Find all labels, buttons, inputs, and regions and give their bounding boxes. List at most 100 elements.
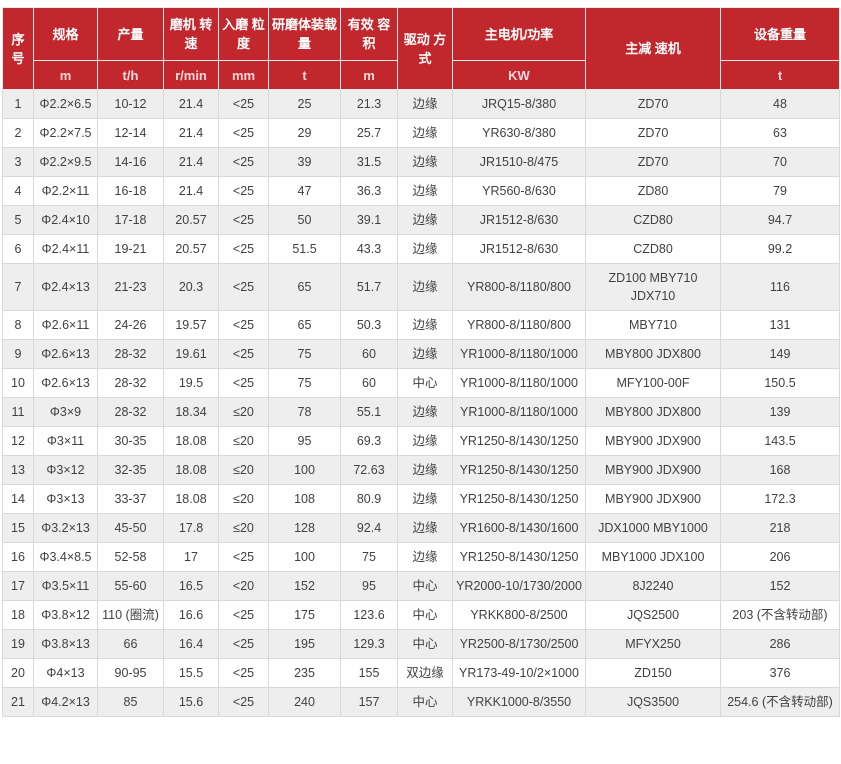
cell-reducer: MBY1000 JDX100 (585, 542, 721, 572)
cell-volume: 72.63 (340, 455, 398, 485)
cell-output: 28-32 (97, 368, 164, 398)
cell-weight: 376 (720, 658, 840, 688)
header-motor: 主电机/功率 (452, 7, 586, 61)
cell-motor: YR1250-8/1430/1250 (452, 455, 586, 485)
cell-drive: 边缘 (397, 310, 453, 340)
cell-weight: 286 (720, 629, 840, 659)
cell-spec: Φ2.2×11 (33, 176, 98, 206)
cell-index: 6 (2, 234, 34, 264)
cell-reducer: MFY100-00F (585, 368, 721, 398)
table-header: 序 号 规格 产量 磨机 转速 入磨 粒度 研磨体装载量 有效 容积 驱动 方式… (2, 7, 840, 90)
cell-media-load: 50 (268, 205, 341, 235)
cell-reducer: MFYX250 (585, 629, 721, 659)
cell-volume: 36.3 (340, 176, 398, 206)
cell-output: 52-58 (97, 542, 164, 572)
cell-weight: 172.3 (720, 484, 840, 514)
cell-drive: 双边缘 (397, 658, 453, 688)
cell-spec: Φ2.4×11 (33, 234, 98, 264)
cell-index: 14 (2, 484, 34, 514)
cell-spec: Φ2.2×7.5 (33, 118, 98, 148)
cell-reducer: ZD70 (585, 147, 721, 177)
header-volume: 有效 容积 (340, 7, 398, 61)
cell-spec: Φ2.6×11 (33, 310, 98, 340)
cell-speed: 16.4 (163, 629, 219, 659)
header-weight: 设备重量 (720, 7, 840, 61)
table-row: 15 Φ3.2×13 45-50 17.8 ≤20 128 92.4 边缘 YR1600-8/1… (2, 513, 840, 543)
table-row: 20 Φ4×13 90-95 15.5 <25 235 155 双边缘 YR173-49-10/… (2, 658, 840, 688)
cell-spec: Φ2.6×13 (33, 368, 98, 398)
cell-motor: JR1510-8/475 (452, 147, 586, 177)
cell-speed: 17 (163, 542, 219, 572)
cell-volume: 50.3 (340, 310, 398, 340)
cell-motor: YR800-8/1180/800 (452, 310, 586, 340)
cell-feed-size: ≤20 (218, 513, 269, 543)
cell-output: 85 (97, 687, 164, 717)
header-spec: 规格 (33, 7, 98, 61)
header-speed-unit: r/min (163, 60, 219, 90)
cell-drive: 边缘 (397, 339, 453, 369)
cell-drive: 边缘 (397, 147, 453, 177)
header-feed-size-unit: mm (218, 60, 269, 90)
table-row: 10 Φ2.6×13 28-32 19.5 <25 75 60 中心 YR1000-8/1180… (2, 368, 840, 398)
cell-media-load: 65 (268, 263, 341, 311)
cell-weight: 150.5 (720, 368, 840, 398)
cell-spec: Φ2.2×9.5 (33, 147, 98, 177)
cell-output: 12-14 (97, 118, 164, 148)
cell-speed: 15.5 (163, 658, 219, 688)
cell-reducer: ZD70 (585, 118, 721, 148)
cell-speed: 21.4 (163, 118, 219, 148)
table-row: 3 Φ2.2×9.5 14-16 21.4 <25 39 31.5 边缘 JR1510-8/47… (2, 147, 840, 177)
header-row-labels: 序 号 规格 产量 磨机 转速 入磨 粒度 研磨体装载量 有效 容积 驱动 方式… (2, 7, 840, 90)
cell-output: 17-18 (97, 205, 164, 235)
cell-media-load: 240 (268, 687, 341, 717)
cell-index: 3 (2, 147, 34, 177)
cell-speed: 21.4 (163, 147, 219, 177)
cell-output: 30-35 (97, 426, 164, 456)
cell-weight: 63 (720, 118, 840, 148)
cell-reducer: CZD80 (585, 205, 721, 235)
cell-spec: Φ3.8×13 (33, 629, 98, 659)
cell-media-load: 152 (268, 571, 341, 601)
cell-output: 55-60 (97, 571, 164, 601)
cell-reducer: MBY900 JDX900 (585, 484, 721, 514)
header-drive: 驱动 方式 (397, 7, 453, 90)
cell-volume: 92.4 (340, 513, 398, 543)
cell-volume: 69.3 (340, 426, 398, 456)
cell-speed: 21.4 (163, 176, 219, 206)
cell-motor: YR560-8/630 (452, 176, 586, 206)
cell-feed-size: <25 (218, 118, 269, 148)
cell-feed-size: ≤20 (218, 426, 269, 456)
header-weight-unit: t (720, 60, 840, 90)
cell-index: 16 (2, 542, 34, 572)
header-output: 产量 (97, 7, 164, 61)
cell-motor: YR1250-8/1430/1250 (452, 542, 586, 572)
cell-media-load: 47 (268, 176, 341, 206)
cell-spec: Φ3×13 (33, 484, 98, 514)
cell-feed-size: <25 (218, 147, 269, 177)
cell-index: 13 (2, 455, 34, 485)
spec-table-body: 1 Φ2.2×6.5 10-12 21.4 <25 25 21.3 边缘 JRQ15-8/380… (2, 89, 840, 717)
cell-volume: 60 (340, 339, 398, 369)
cell-speed: 18.08 (163, 484, 219, 514)
cell-speed: 16.6 (163, 600, 219, 630)
cell-output: 28-32 (97, 397, 164, 427)
cell-weight: 206 (720, 542, 840, 572)
cell-output: 21-23 (97, 263, 164, 311)
cell-weight: 139 (720, 397, 840, 427)
table-row: 4 Φ2.2×11 16-18 21.4 <25 47 36.3 边缘 YR560-8/630 Z… (2, 176, 840, 206)
cell-spec: Φ4×13 (33, 658, 98, 688)
table-row: 21 Φ4.2×13 85 15.6 <25 240 157 中心 YRKK1000-8/355… (2, 687, 840, 717)
cell-reducer: ZD100 MBY710 JDX710 (585, 263, 721, 311)
table-row: 7 Φ2.4×13 21-23 20.3 <25 65 51.7 边缘 YR800-8/1180… (2, 263, 840, 311)
cell-feed-size: <25 (218, 205, 269, 235)
cell-media-load: 100 (268, 455, 341, 485)
cell-media-load: 78 (268, 397, 341, 427)
cell-weight: 70 (720, 147, 840, 177)
cell-reducer: CZD80 (585, 234, 721, 264)
cell-motor: YR800-8/1180/800 (452, 263, 586, 311)
cell-speed: 19.5 (163, 368, 219, 398)
cell-drive: 边缘 (397, 118, 453, 148)
cell-motor: YR630-8/380 (452, 118, 586, 148)
cell-speed: 20.57 (163, 234, 219, 264)
